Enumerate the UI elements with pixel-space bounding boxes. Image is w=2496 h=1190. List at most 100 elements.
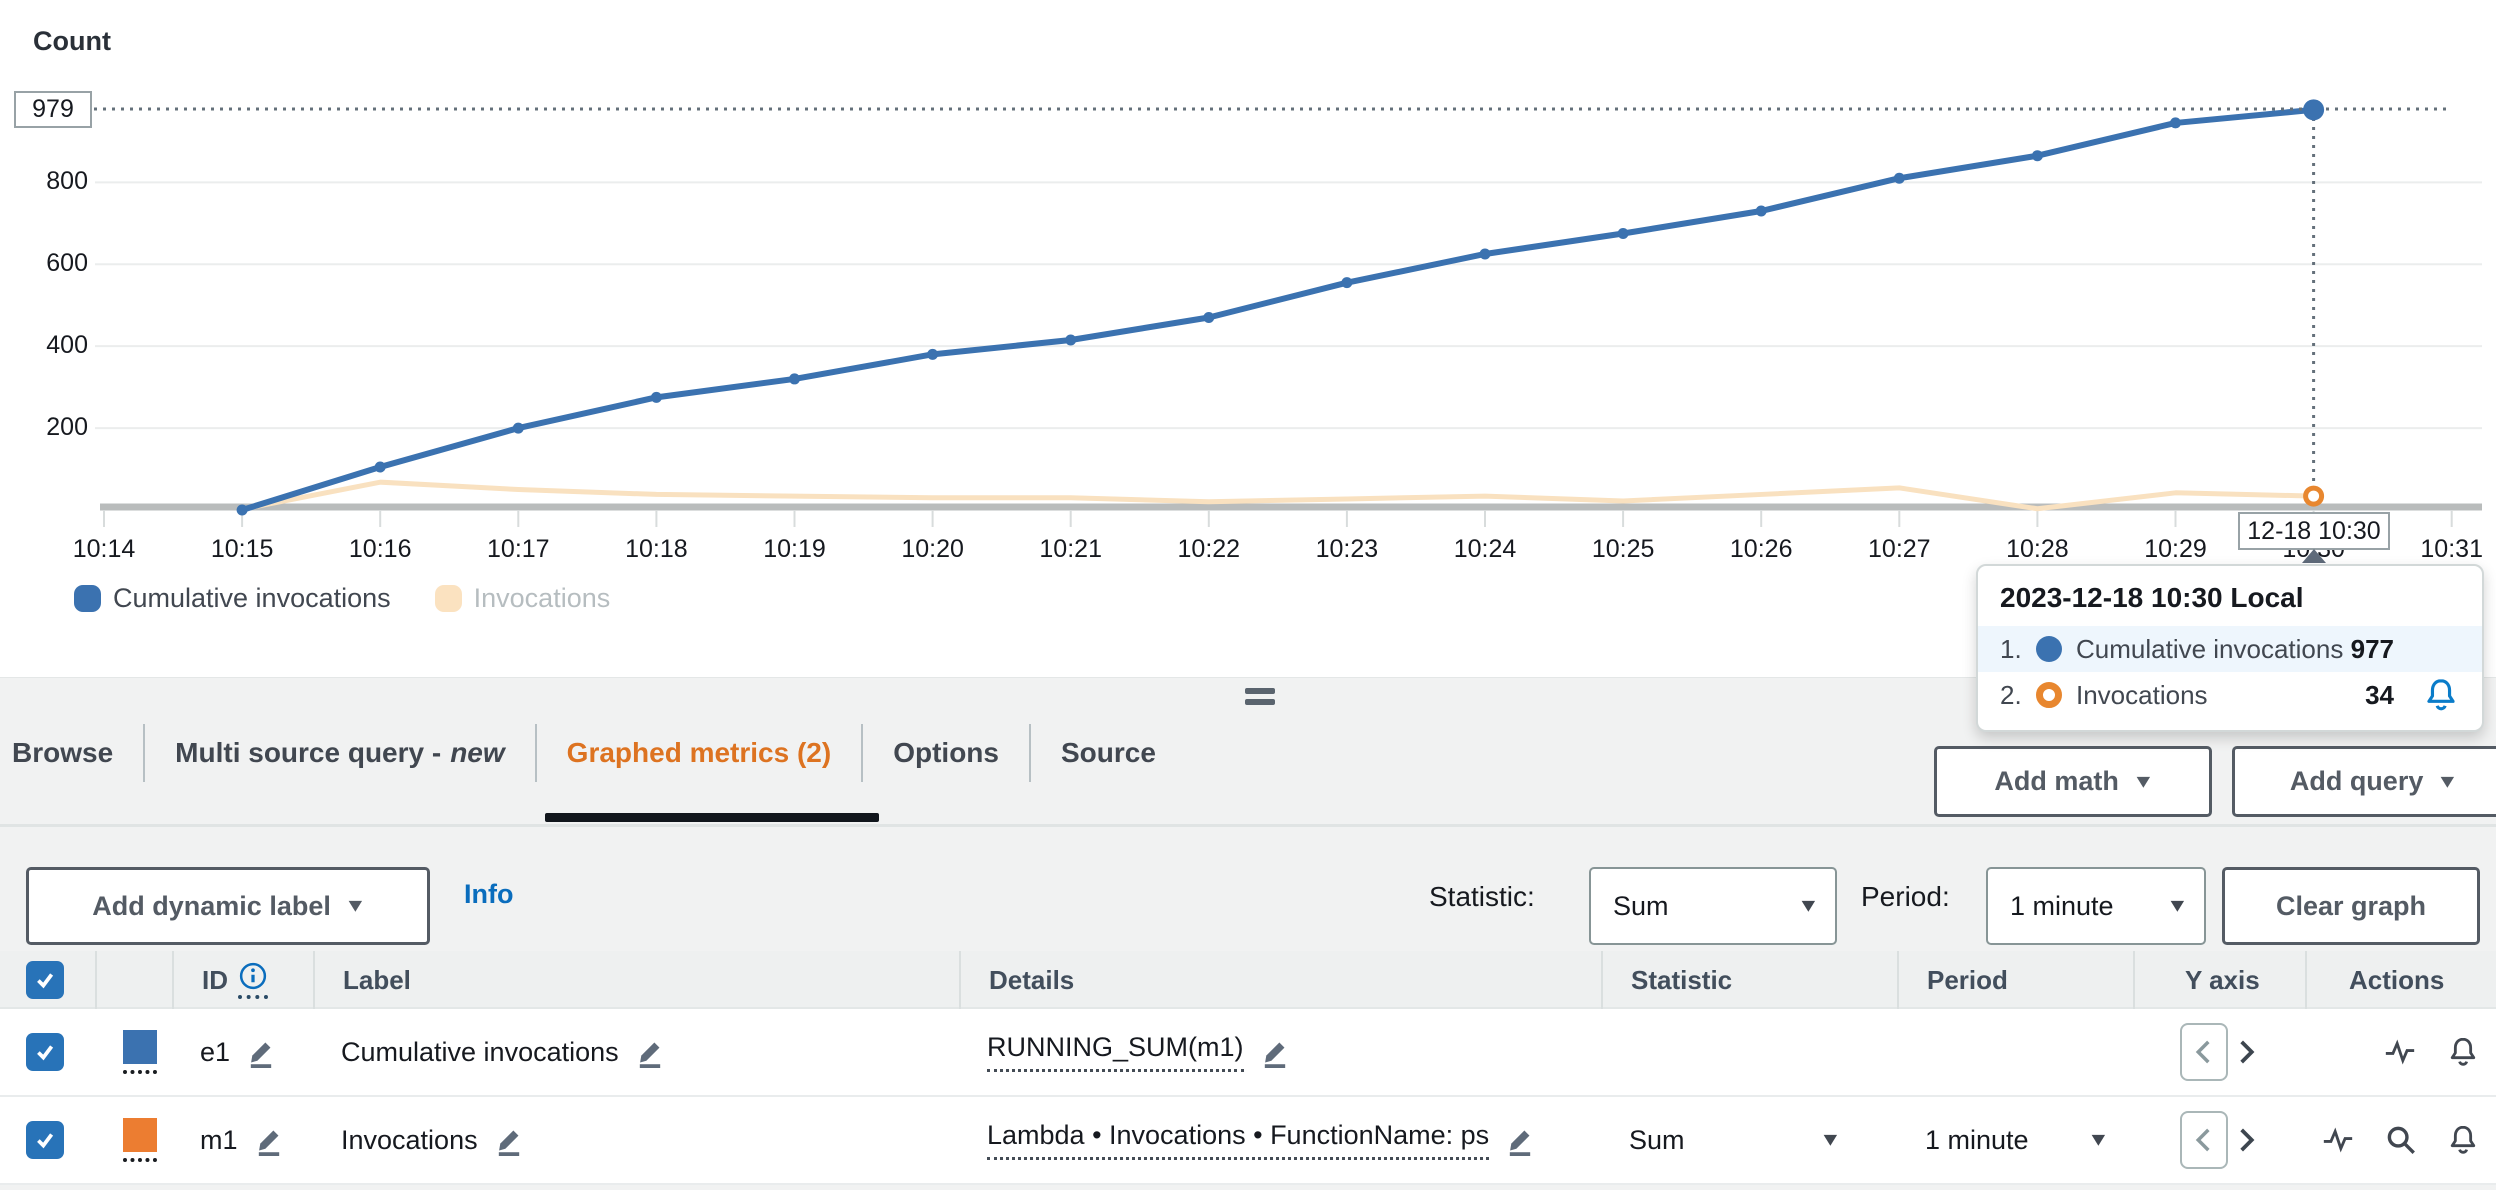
edit-pencil-icon[interactable] — [494, 1124, 524, 1156]
legend-item-invocations[interactable]: Invocations — [434, 583, 611, 614]
table-row-m1: m1 Invocations Lambda • Invocations • Fu… — [0, 1097, 2496, 1185]
statistic-select[interactable]: Sum ▼ — [1589, 867, 1837, 945]
chart-legend: Cumulative invocations Invocations — [74, 583, 610, 614]
metrics-line-chart[interactable] — [0, 0, 2496, 677]
chart-area: Count 200 400 600 800 10:14 10:15 10:16 10:17 1… — [0, 0, 2496, 677]
legend-label: Invocations — [473, 583, 611, 613]
y-axis-tick-label: 600 — [46, 249, 88, 278]
table-row-e1: e1 Cumulative invocations RUNNING_SUM(m1… — [0, 1009, 2496, 1097]
tooltip-rank: 1. — [2000, 633, 2022, 664]
select-all-checkbox[interactable] — [26, 961, 64, 999]
graph-pulse-icon[interactable] — [2382, 1035, 2418, 1069]
header-period: Period — [1897, 951, 2133, 1009]
x-axis-tick-label: 10:24 — [1453, 535, 1517, 563]
x-axis-tick-label: 10:18 — [625, 535, 688, 563]
edit-pencil-icon[interactable] — [246, 1036, 276, 1068]
tab-multi-source-query[interactable]: Multi source query - new — [143, 724, 535, 782]
tab-options[interactable]: Options — [861, 724, 1029, 782]
legend-item-cumulative[interactable]: Cumulative invocations — [74, 583, 391, 614]
alarm-bell-icon[interactable] — [2446, 1035, 2480, 1069]
add-dynamic-label-button[interactable]: Add dynamic label ▼ — [26, 867, 430, 945]
tabbar-divider — [0, 824, 2496, 827]
x-axis-tick-label: 10:16 — [348, 535, 412, 563]
x-axis-tick-label: 10:19 — [763, 535, 826, 563]
statistic-dropdown[interactable]: Sum ▼ — [1629, 1124, 1842, 1155]
chevron-down-icon: ▼ — [2436, 770, 2460, 792]
legend-swatch-blue — [74, 585, 101, 612]
panel-resize-handle[interactable] — [1245, 688, 1275, 710]
chevron-down-icon: ▼ — [1819, 1129, 1842, 1150]
chart-hover-tooltip: 2023-12-18 10:30 Local 1. Cumulative inv… — [1976, 564, 2484, 732]
add-math-button[interactable]: Add math ▼ — [1934, 746, 2212, 817]
table-header-row: ID Label Details Statistic Period Y axis… — [0, 951, 2496, 1009]
edit-pencil-icon[interactable] — [635, 1036, 665, 1068]
tooltip-rank: 2. — [2000, 679, 2022, 710]
info-circle-icon[interactable] — [238, 961, 268, 999]
metric-details[interactable]: RUNNING_SUM(m1) — [987, 1032, 1244, 1072]
metric-details[interactable]: Lambda • Invocations • FunctionName: ps — [987, 1120, 1490, 1160]
chevron-down-icon: ▼ — [343, 895, 367, 916]
metric-id: e1 — [200, 1036, 231, 1067]
ring-marker-icon — [2036, 682, 2062, 708]
yaxis-right-button[interactable] — [2234, 1127, 2258, 1153]
row-checkbox[interactable] — [26, 1121, 64, 1159]
info-link[interactable]: Info — [464, 879, 514, 909]
graphed-metrics-table: ID Label Details Statistic Period Y axis… — [0, 951, 2496, 1185]
active-tab-underline — [545, 813, 879, 822]
clear-graph-button[interactable]: Clear graph — [2222, 867, 2480, 945]
metrics-bottom-panel: Browse Multi source query - new Graphed … — [0, 677, 2496, 1190]
metric-label: Cumulative invocations — [341, 1036, 619, 1067]
yaxis-left-button[interactable] — [2180, 1111, 2228, 1169]
tooltip-title: 2023-12-18 10:30 Local — [2000, 582, 2304, 613]
edit-pencil-icon[interactable] — [1260, 1036, 1290, 1068]
panel-tabs: Browse Multi source query - new Graphed … — [8, 724, 1186, 782]
tooltip-row-cumulative: 1. Cumulative invocations 977 — [1978, 626, 2482, 672]
header-id: ID — [172, 951, 313, 1009]
alarm-bell-icon[interactable] — [2446, 1123, 2480, 1157]
period-select[interactable]: 1 minute ▼ — [1986, 867, 2206, 945]
edit-pencil-icon[interactable] — [1505, 1124, 1535, 1156]
header-statistic: Statistic — [1601, 951, 1897, 1009]
x-axis-tick-label: 10:21 — [1039, 535, 1102, 563]
chevron-down-icon: ▼ — [2131, 770, 2155, 792]
x-axis-tick-label: 10:31 — [2420, 535, 2483, 563]
period-dropdown[interactable]: 1 minute ▼ — [1925, 1124, 2110, 1155]
tooltip-series-value: 977 — [2350, 633, 2394, 664]
filled-circle-marker-icon — [2036, 636, 2062, 662]
header-yaxis: Y axis — [2133, 951, 2305, 1009]
yaxis-left-button[interactable] — [2180, 1023, 2228, 1081]
legend-label: Cumulative invocations — [113, 583, 391, 613]
series-color-swatch[interactable] — [123, 1118, 157, 1162]
x-axis-tick-label: 10:23 — [1315, 535, 1379, 563]
crosshair-y-value-box: 979 — [14, 91, 92, 128]
x-axis-tick-label: 10:28 — [2006, 535, 2069, 563]
series-color-swatch[interactable] — [123, 1030, 157, 1074]
y-axis-tick-label: 400 — [46, 331, 88, 360]
x-axis-tick-label: 10:20 — [901, 535, 964, 563]
header-label: Label — [313, 951, 959, 1009]
tab-graphed-metrics[interactable]: Graphed metrics (2) — [534, 724, 862, 782]
header-details: Details — [959, 951, 1601, 1009]
graph-pulse-icon[interactable] — [2320, 1123, 2356, 1157]
tab-browse[interactable]: Browse — [12, 737, 114, 768]
add-query-button[interactable]: Add query ▼ — [2232, 746, 2496, 817]
crosshair-x-label-box: 12-18 10:30 — [2238, 512, 2390, 550]
tooltip-series-label: Invocations — [2076, 679, 2208, 710]
header-color — [95, 951, 172, 1009]
create-alarm-bell-icon[interactable] — [2422, 676, 2460, 714]
search-icon[interactable] — [2384, 1123, 2418, 1157]
x-axis-tick-label: 10:25 — [1591, 535, 1655, 563]
row-checkbox[interactable] — [26, 1033, 64, 1071]
y-axis-tick-label: 800 — [46, 167, 88, 196]
metric-label: Invocations — [341, 1124, 478, 1155]
x-axis-tick-label: 10:29 — [2144, 535, 2207, 563]
x-axis-tick-label: 10:15 — [210, 535, 274, 563]
edit-pencil-icon[interactable] — [254, 1124, 284, 1156]
tab-source[interactable]: Source — [1028, 724, 1186, 782]
tooltip-row-invocations: 2. Invocations 34 — [1978, 672, 2482, 718]
yaxis-right-button[interactable] — [2234, 1039, 2258, 1065]
x-axis-tick-label: 10:26 — [1729, 535, 1793, 563]
chevron-down-icon: ▼ — [1797, 895, 1820, 916]
tooltip-series-value: 34 — [2365, 679, 2394, 710]
tab-new-badge: new — [450, 737, 505, 768]
